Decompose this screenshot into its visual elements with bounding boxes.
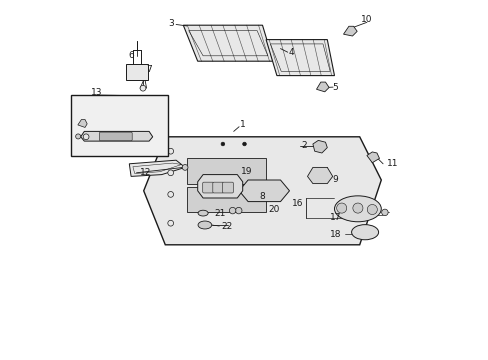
Text: 6: 6 (128, 51, 134, 60)
Text: 21: 21 (213, 209, 225, 217)
Ellipse shape (198, 221, 211, 229)
FancyBboxPatch shape (212, 182, 223, 193)
Circle shape (221, 142, 224, 146)
Circle shape (167, 220, 173, 226)
Circle shape (167, 148, 173, 154)
Text: 12: 12 (140, 168, 151, 177)
Text: 14: 14 (106, 117, 116, 126)
Circle shape (83, 134, 89, 140)
Circle shape (140, 85, 145, 91)
Circle shape (182, 165, 187, 170)
Polygon shape (197, 175, 242, 198)
Ellipse shape (334, 196, 381, 222)
FancyBboxPatch shape (222, 182, 233, 193)
Polygon shape (316, 82, 328, 92)
Text: 8: 8 (258, 192, 264, 201)
Polygon shape (143, 137, 381, 245)
Polygon shape (186, 158, 265, 184)
Text: 3: 3 (168, 19, 174, 28)
Text: 1: 1 (239, 120, 245, 129)
Ellipse shape (351, 225, 378, 240)
Polygon shape (265, 40, 334, 76)
Polygon shape (366, 152, 379, 163)
Circle shape (242, 142, 246, 146)
Ellipse shape (198, 210, 208, 216)
Circle shape (76, 134, 81, 139)
Text: 19: 19 (241, 166, 252, 176)
Circle shape (229, 207, 235, 214)
Text: 17: 17 (329, 212, 341, 222)
Circle shape (167, 192, 173, 197)
Text: 13: 13 (91, 88, 102, 97)
Circle shape (167, 170, 173, 176)
Text: 15: 15 (90, 137, 101, 146)
Text: 2: 2 (301, 141, 306, 150)
Circle shape (235, 207, 242, 214)
Text: 16: 16 (292, 199, 303, 208)
Polygon shape (183, 25, 273, 61)
Polygon shape (81, 131, 152, 141)
Text: 7: 7 (146, 65, 152, 74)
Text: 18: 18 (329, 230, 341, 239)
Circle shape (352, 203, 362, 213)
Polygon shape (239, 180, 289, 202)
Circle shape (336, 203, 346, 213)
Text: 4: 4 (288, 48, 293, 57)
Text: 10: 10 (361, 15, 372, 24)
Text: 9: 9 (332, 175, 338, 184)
Text: 11: 11 (386, 159, 397, 168)
Text: 22: 22 (221, 222, 232, 231)
Polygon shape (129, 160, 185, 176)
FancyBboxPatch shape (71, 95, 167, 156)
Polygon shape (78, 120, 87, 127)
Circle shape (366, 204, 377, 215)
Text: 20: 20 (267, 205, 279, 214)
Polygon shape (186, 187, 265, 212)
Polygon shape (312, 140, 326, 153)
FancyBboxPatch shape (203, 182, 213, 193)
Polygon shape (307, 167, 332, 184)
Circle shape (381, 209, 387, 216)
Polygon shape (343, 26, 356, 36)
FancyBboxPatch shape (126, 64, 148, 80)
Text: 5: 5 (332, 83, 337, 92)
FancyBboxPatch shape (99, 132, 132, 141)
